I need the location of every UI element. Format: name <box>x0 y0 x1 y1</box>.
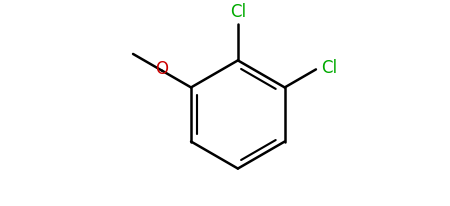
Text: O: O <box>156 60 169 78</box>
Text: Cl: Cl <box>230 3 246 21</box>
Text: Cl: Cl <box>321 59 337 77</box>
